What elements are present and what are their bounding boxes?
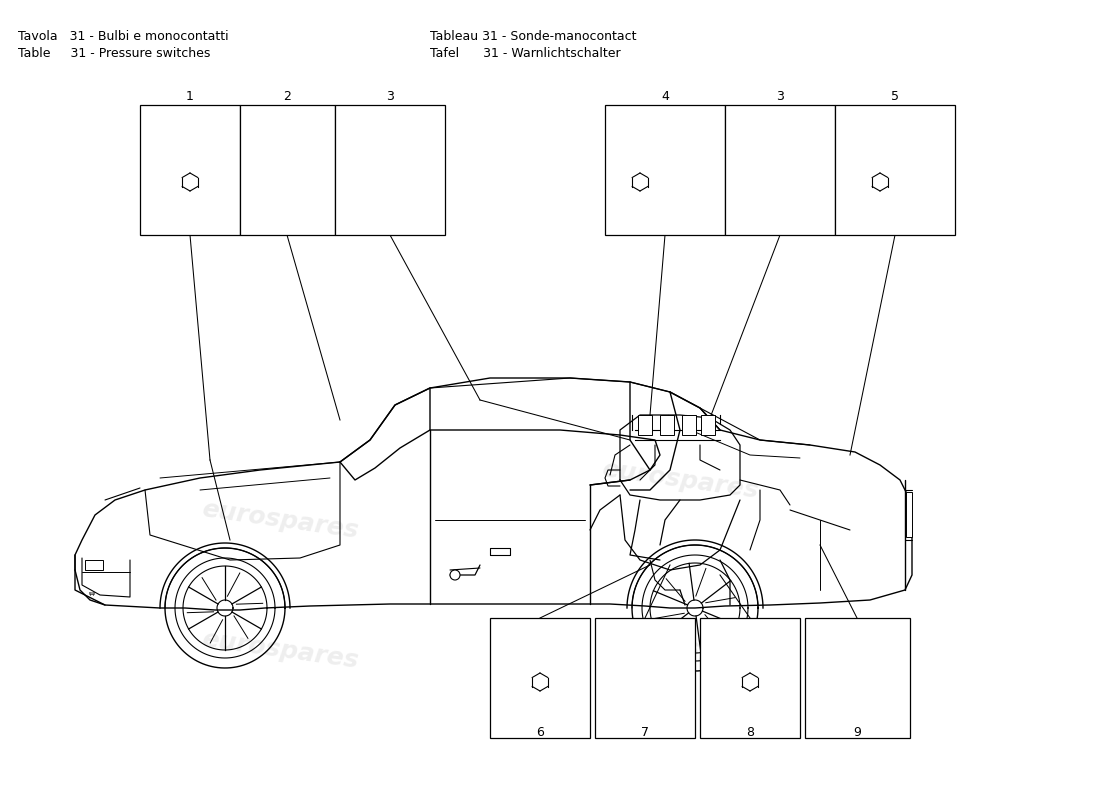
Bar: [85, 560, 103, 570]
Bar: [805, 618, 910, 738]
Text: 8: 8: [746, 726, 754, 739]
Bar: [660, 415, 674, 435]
Text: 4: 4: [661, 90, 669, 103]
Bar: [240, 105, 336, 235]
Text: eurospares: eurospares: [690, 188, 770, 212]
Bar: [835, 105, 955, 235]
Bar: [490, 618, 590, 738]
Bar: [638, 415, 652, 435]
Bar: [682, 415, 696, 435]
Text: eurospares: eurospares: [200, 497, 360, 543]
Text: 6: 6: [536, 726, 543, 739]
Text: Table     31 - Pressure switches: Table 31 - Pressure switches: [18, 47, 210, 60]
Bar: [336, 105, 446, 235]
Text: ψψ: ψψ: [88, 591, 96, 596]
Bar: [725, 105, 835, 235]
Bar: [605, 105, 725, 235]
Bar: [595, 618, 695, 738]
Text: Tafel      31 - Warnlichtschalter: Tafel 31 - Warnlichtschalter: [430, 47, 620, 60]
Text: 3: 3: [386, 90, 394, 103]
Text: 2: 2: [283, 90, 290, 103]
Text: Tavola   31 - Bulbi e monocontatti: Tavola 31 - Bulbi e monocontatti: [18, 30, 229, 43]
Text: Tableau 31 - Sonde-manocontact: Tableau 31 - Sonde-manocontact: [430, 30, 637, 43]
Text: eurospares: eurospares: [200, 188, 280, 212]
Text: 5: 5: [891, 90, 899, 103]
Text: eurospares: eurospares: [200, 627, 360, 673]
Bar: [906, 492, 912, 537]
Text: 1: 1: [186, 90, 194, 103]
Text: 7: 7: [641, 726, 649, 739]
Text: autospares: autospares: [620, 627, 780, 673]
Text: eurospares: eurospares: [600, 457, 760, 503]
Text: 3: 3: [777, 90, 784, 103]
Text: 9: 9: [854, 726, 861, 739]
Bar: [700, 618, 800, 738]
Circle shape: [450, 570, 460, 580]
Bar: [701, 415, 715, 435]
Bar: [140, 105, 240, 235]
